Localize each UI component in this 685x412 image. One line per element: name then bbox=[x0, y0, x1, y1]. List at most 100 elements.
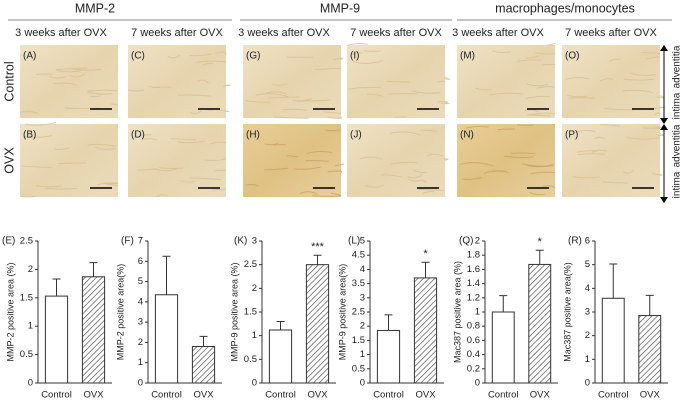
tissue-fiber bbox=[87, 89, 118, 92]
tissue-fiber bbox=[245, 100, 271, 103]
tissue-fiber bbox=[56, 67, 88, 70]
y-tick-label: 4 bbox=[138, 296, 143, 307]
side-label: adventitia bbox=[672, 124, 683, 167]
arrow-head bbox=[660, 118, 668, 124]
arrow-head bbox=[660, 124, 668, 130]
panel-label: (B) bbox=[23, 130, 36, 141]
tissue-fiber bbox=[564, 77, 589, 80]
y-tick-label: 0.2 bbox=[467, 363, 480, 374]
panel-label: (O) bbox=[565, 51, 579, 62]
x-tick-label: OVX bbox=[640, 390, 661, 401]
tissue-fiber bbox=[600, 124, 621, 127]
tissue-fiber bbox=[347, 86, 382, 90]
bar bbox=[601, 297, 625, 384]
tissue-fiber bbox=[176, 140, 205, 144]
tissue-fiber bbox=[526, 163, 554, 168]
y-axis-label: MMP-9 positive area(%) bbox=[337, 264, 347, 361]
arrow-head bbox=[660, 197, 668, 203]
tissue-fiber bbox=[577, 153, 606, 156]
tissue-fiber bbox=[95, 146, 116, 150]
significance: * bbox=[538, 236, 543, 248]
panel-label: (L) bbox=[348, 236, 360, 247]
bar bbox=[268, 329, 293, 384]
significance: *** bbox=[311, 241, 325, 253]
tissue-fiber bbox=[627, 137, 661, 140]
tissue-fiber bbox=[264, 167, 289, 171]
x-tick-label: Control bbox=[598, 390, 629, 401]
tissue-fiber bbox=[213, 169, 227, 172]
bar bbox=[491, 311, 515, 384]
tissue-fiber bbox=[443, 158, 449, 161]
x-tick-label: Control bbox=[373, 390, 404, 401]
y-tick-label: 3 bbox=[138, 317, 143, 328]
micrograph bbox=[562, 45, 660, 118]
bar bbox=[413, 277, 438, 384]
tissue-fiber bbox=[110, 103, 119, 106]
subheader: 3 weeks after OVX bbox=[238, 27, 330, 39]
tissue-fiber bbox=[516, 123, 535, 127]
x-tick-label: OVX bbox=[193, 390, 214, 401]
y-tick-label: 0.5 bbox=[352, 363, 365, 374]
tissue-fiber bbox=[215, 51, 227, 56]
tissue-fiber bbox=[465, 125, 489, 129]
side-label: intima bbox=[672, 171, 683, 198]
micrograph bbox=[20, 124, 118, 197]
y-tick-label: 0 bbox=[28, 378, 33, 389]
tissue-fiber bbox=[603, 107, 634, 111]
y-tick-label: 4 bbox=[360, 264, 365, 275]
tissue-fiber bbox=[417, 188, 445, 191]
tissue-fiber bbox=[87, 143, 116, 147]
tissue-fiber bbox=[104, 183, 119, 187]
tissue-fiber bbox=[87, 91, 112, 95]
error-bar bbox=[535, 249, 544, 265]
tissue-fiber bbox=[460, 162, 494, 167]
y-tick-label: 1.2 bbox=[467, 292, 480, 303]
tissue-fiber bbox=[255, 93, 289, 98]
tissue-fiber bbox=[210, 141, 227, 145]
tissue-fiber bbox=[441, 102, 450, 105]
tissue-fiber bbox=[265, 91, 288, 95]
tissue-fiber bbox=[567, 94, 588, 98]
y-tick-label: 1.6 bbox=[467, 264, 480, 275]
tissue-fiber bbox=[273, 116, 309, 119]
y-tick-label: 5 bbox=[585, 259, 590, 270]
y-tick-label: 4.5 bbox=[352, 250, 365, 261]
error-bar bbox=[421, 261, 430, 278]
tissue-fiber bbox=[422, 191, 435, 195]
y-tick-label: 2 bbox=[360, 321, 365, 332]
tissue-fiber bbox=[359, 156, 383, 160]
tissue-fiber bbox=[52, 82, 79, 86]
panel-label: (H) bbox=[246, 130, 260, 141]
tissue-fiber bbox=[522, 163, 554, 167]
tissue-fiber bbox=[504, 155, 534, 158]
tissue-fiber bbox=[143, 138, 157, 141]
tissue-fiber bbox=[601, 181, 628, 184]
tissue-fiber bbox=[526, 83, 548, 87]
y-tick-label: 3 bbox=[360, 292, 365, 303]
tissue-fiber bbox=[592, 149, 608, 153]
y-tick-label: 0.6 bbox=[467, 335, 480, 346]
tissue-fiber bbox=[525, 95, 551, 100]
panel-label: (D) bbox=[131, 130, 145, 141]
tissue-fiber bbox=[630, 72, 657, 76]
tissue-fiber bbox=[128, 89, 145, 92]
y-tick-label: 1.8 bbox=[467, 250, 480, 261]
tissue-fiber bbox=[412, 90, 441, 94]
error-bar bbox=[384, 314, 393, 331]
tissue-fiber bbox=[427, 153, 443, 157]
error-bar bbox=[499, 295, 508, 312]
panel-label: (M) bbox=[460, 51, 475, 62]
panel-label: (R) bbox=[568, 236, 582, 247]
y-tick-label: 1 bbox=[360, 349, 365, 360]
tissue-fiber bbox=[148, 85, 160, 89]
tissue-fiber bbox=[330, 192, 342, 196]
tissue-fiber bbox=[653, 126, 661, 129]
y-tick-label: 4 bbox=[585, 283, 590, 294]
micrograph bbox=[457, 45, 555, 118]
tissue-fiber bbox=[21, 195, 37, 198]
y-tick-label: 0.5 bbox=[244, 354, 257, 365]
y-tick-label: 6 bbox=[138, 256, 143, 267]
tissue-fiber bbox=[72, 68, 102, 71]
y-tick-label: 1 bbox=[475, 307, 480, 318]
tissue-fiber bbox=[286, 155, 299, 158]
